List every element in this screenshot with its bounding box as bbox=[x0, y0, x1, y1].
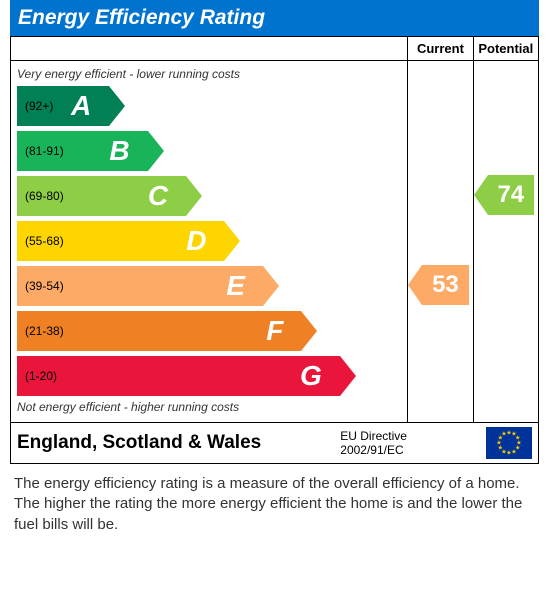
band-bar: (81-91) B bbox=[17, 131, 148, 171]
band-letter: C bbox=[148, 180, 168, 212]
band-bar: (21-38) F bbox=[17, 311, 301, 351]
band-range: (1-20) bbox=[25, 369, 57, 383]
epc-chart: Current Potential Very energy efficient … bbox=[10, 36, 539, 464]
band-letter: B bbox=[109, 135, 129, 167]
band-row-f: (21-38) F bbox=[17, 310, 401, 352]
current-column: 53 bbox=[408, 61, 473, 423]
band-bar: (92+) A bbox=[17, 86, 109, 126]
band-range: (39-54) bbox=[25, 279, 64, 293]
band-arrow-icon bbox=[224, 221, 240, 261]
bands-column: Very energy efficient - lower running co… bbox=[11, 61, 408, 423]
band-letter: D bbox=[186, 225, 206, 257]
current-header: Current bbox=[408, 37, 473, 61]
band-row-g: (1-20) G bbox=[17, 355, 401, 397]
description-text: The energy efficiency rating is a measur… bbox=[10, 464, 539, 545]
band-row-b: (81-91) B bbox=[17, 130, 401, 172]
band-arrow-icon bbox=[109, 86, 125, 126]
band-arrow-icon bbox=[301, 311, 317, 351]
band-letter: G bbox=[300, 360, 322, 392]
region-text: England, Scotland & Wales bbox=[17, 432, 261, 454]
potential-pointer: 74 bbox=[474, 175, 534, 215]
title-bar: Energy Efficiency Rating bbox=[10, 0, 539, 36]
band-row-d: (55-68) D bbox=[17, 220, 401, 262]
band-letter: A bbox=[71, 90, 91, 122]
band-arrow-icon bbox=[340, 356, 356, 396]
top-note: Very energy efficient - lower running co… bbox=[17, 67, 401, 81]
current-pointer: 53 bbox=[408, 265, 468, 305]
band-bar: (1-20) G bbox=[17, 356, 340, 396]
band-row-c: (69-80) C bbox=[17, 175, 401, 217]
band-letter: F bbox=[266, 315, 283, 347]
bands-container: (92+) A (81-91) B (69-80) C (55-68) D (39-54) E (2… bbox=[17, 85, 401, 397]
band-arrow-icon bbox=[263, 266, 279, 306]
potential-column: 74 bbox=[473, 61, 538, 423]
band-range: (81-91) bbox=[25, 144, 64, 158]
band-bar: (69-80) C bbox=[17, 176, 186, 216]
band-range: (69-80) bbox=[25, 189, 64, 203]
band-arrow-icon bbox=[186, 176, 202, 216]
band-range: (55-68) bbox=[25, 234, 64, 248]
pointer-arrow-icon bbox=[408, 265, 422, 305]
band-bar: (39-54) E bbox=[17, 266, 263, 306]
band-row-e: (39-54) E bbox=[17, 265, 401, 307]
current-value: 53 bbox=[422, 265, 468, 305]
band-bar: (55-68) D bbox=[17, 221, 224, 261]
footer-cell: England, Scotland & Wales EU Directive 2… bbox=[11, 423, 539, 464]
potential-header: Potential bbox=[473, 37, 538, 61]
band-range: (21-38) bbox=[25, 324, 64, 338]
pointer-arrow-icon bbox=[474, 175, 488, 215]
directive-text: EU Directive 2002/91/EC bbox=[340, 429, 407, 458]
band-arrow-icon bbox=[148, 131, 164, 171]
band-range: (92+) bbox=[25, 99, 53, 113]
eu-flag-icon: ★★★★★★★★★★★★ bbox=[486, 427, 532, 459]
bands-header bbox=[11, 37, 408, 61]
band-row-a: (92+) A bbox=[17, 85, 401, 127]
potential-value: 74 bbox=[488, 175, 534, 215]
band-letter: E bbox=[226, 270, 245, 302]
bottom-note: Not energy efficient - higher running co… bbox=[17, 400, 401, 414]
